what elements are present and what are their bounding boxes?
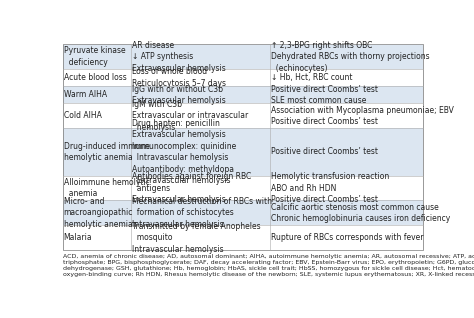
- Text: IgG with or without C3b
Extravascular hemolysis: IgG with or without C3b Extravascular he…: [132, 85, 225, 105]
- Text: Rupture of RBCs corresponds with fever: Rupture of RBCs corresponds with fever: [271, 233, 424, 242]
- Text: Cold AIHA: Cold AIHA: [64, 111, 101, 120]
- Text: ACD, anemia of chronic disease; AD, autosomal dominant; AIHA, autoimmune hemolyt: ACD, anemia of chronic disease; AD, auto…: [63, 254, 474, 277]
- Text: ↑ 2,3-BPG right shifts OBC
Dehydrated RBCs with thorny projections
  (echinocyte: ↑ 2,3-BPG right shifts OBC Dehydrated RB…: [271, 41, 430, 73]
- Text: Alloimmune hemolytic
  anemia: Alloimmune hemolytic anemia: [64, 178, 149, 198]
- Text: Warm AIHA: Warm AIHA: [64, 90, 107, 99]
- Text: Drug-induced immune
hemolytic anemia: Drug-induced immune hemolytic anemia: [64, 142, 149, 162]
- Text: Calcific aortic stenosis most common cause
Chronic hemoglobinuria causes iron de: Calcific aortic stenosis most common cau…: [271, 203, 450, 223]
- Text: Loss of whole blood
Reticulocytosis 5–7 days: Loss of whole blood Reticulocytosis 5–7 …: [132, 67, 226, 88]
- Text: Hemolytic transfusion reaction
ABO and Rh HDN
Positive direct Coombs’ test: Hemolytic transfusion reaction ABO and R…: [271, 172, 390, 204]
- Text: Mechanical destruction of RBCs with
  formation of schistocytes
Intravascular he: Mechanical destruction of RBCs with form…: [132, 197, 272, 229]
- Text: Acute blood loss: Acute blood loss: [64, 73, 127, 82]
- Text: Malaria: Malaria: [64, 233, 92, 242]
- Bar: [63, 128, 423, 176]
- Text: AR disease
↓ ATP synthesis
Extravascular hemolysis: AR disease ↓ ATP synthesis Extravascular…: [132, 41, 225, 73]
- Text: IgM with C3b
Extravascular or intravascular
  hemolysis: IgM with C3b Extravascular or intravascu…: [132, 100, 248, 132]
- Text: Pyruvate kinase
  deficiency: Pyruvate kinase deficiency: [64, 46, 125, 67]
- Text: Transmitted by female Anopheles
  mosquito
Intravascular hemolysis: Transmitted by female Anopheles mosquito…: [132, 222, 260, 253]
- Text: Positive direct Coombs’ test: Positive direct Coombs’ test: [271, 148, 378, 156]
- Text: Micro- and
macroangiopathic
hemolytic anemia: Micro- and macroangiopathic hemolytic an…: [64, 197, 133, 229]
- Bar: [63, 86, 423, 103]
- Text: Positive direct Coombs’ test
SLE most common cause: Positive direct Coombs’ test SLE most co…: [271, 85, 378, 105]
- Text: Drug hapten: penicillin
Extravascular hemolysis
Immunocomplex: quinidine
  Intra: Drug hapten: penicillin Extravascular he…: [132, 119, 236, 185]
- Text: ↓ Hb, Hct, RBC count: ↓ Hb, Hct, RBC count: [271, 73, 353, 82]
- Text: Antibodies against foreign RBC
  antigens
Extravascular hemolysis: Antibodies against foreign RBC antigens …: [132, 172, 251, 204]
- Text: Association with Mycoplasma pneumoniae; EBV
Positive direct Coombs’ test: Association with Mycoplasma pneumoniae; …: [271, 106, 454, 126]
- Bar: [63, 44, 423, 250]
- Bar: [63, 200, 423, 225]
- Bar: [63, 44, 423, 69]
